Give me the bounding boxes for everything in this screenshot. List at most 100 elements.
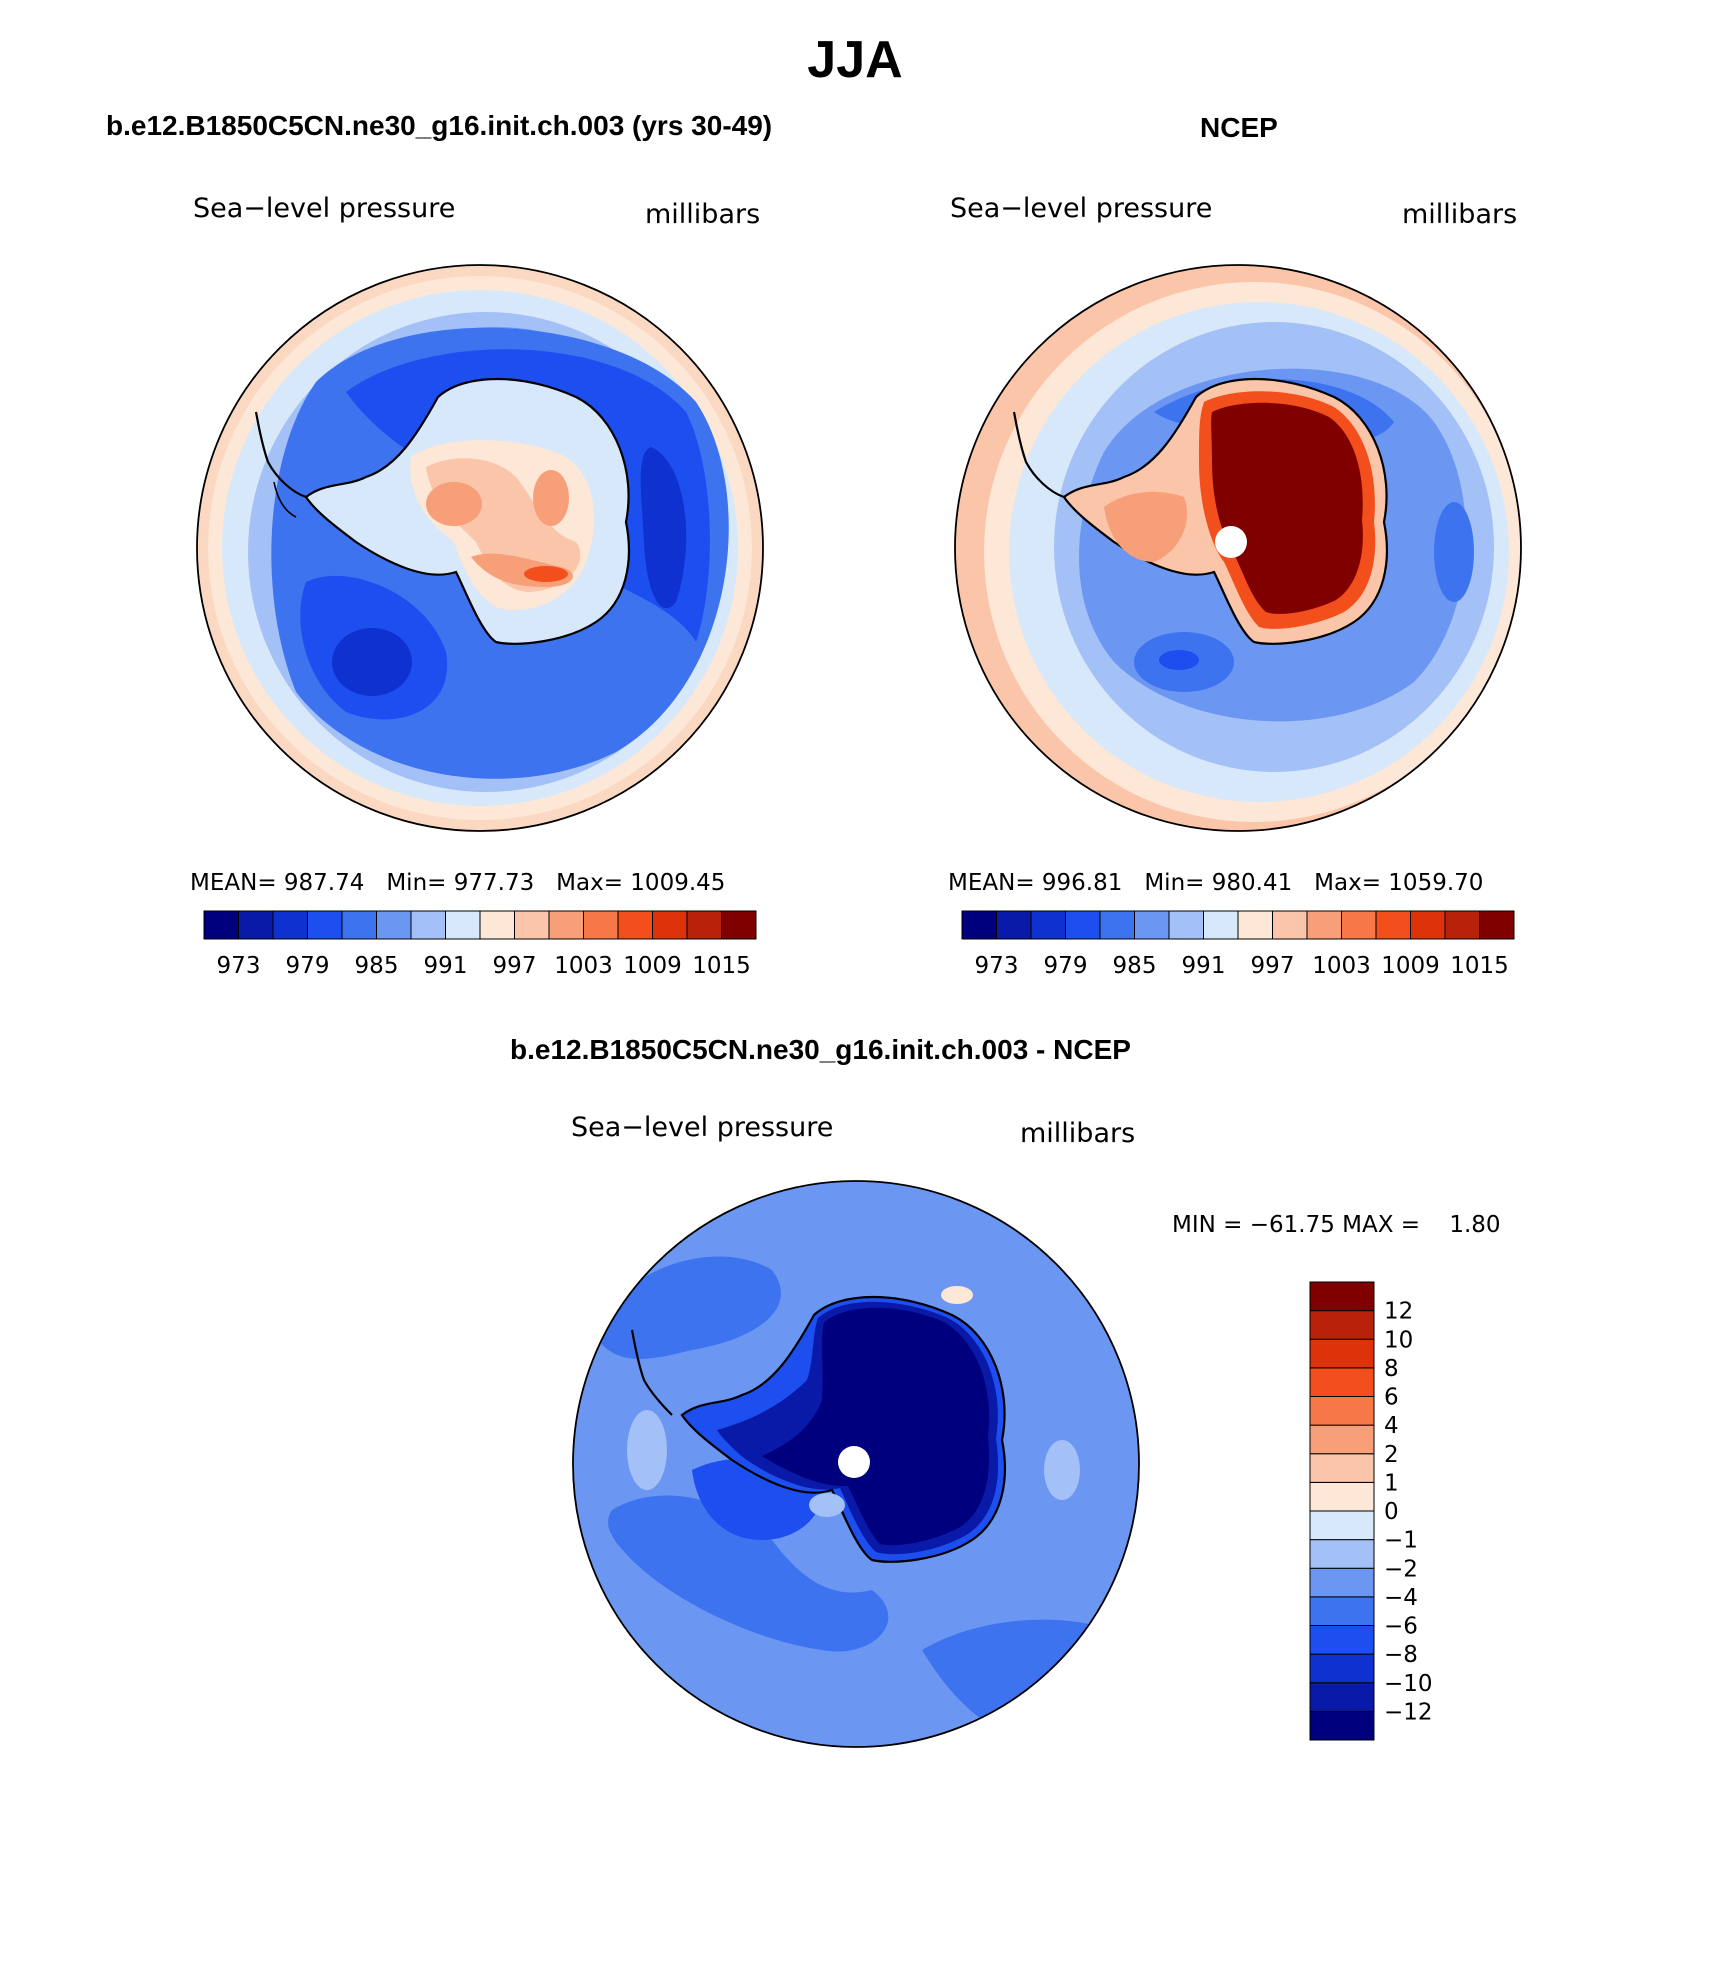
colorbar-swatch xyxy=(1203,910,1239,940)
colorbar-tick-label: 1 xyxy=(1384,1470,1399,1496)
colorbar-tick-label: −2 xyxy=(1384,1556,1418,1582)
colorbar-swatch xyxy=(1309,1453,1375,1483)
colorbar-tick-label: 4 xyxy=(1384,1413,1399,1439)
colorbar-tick-label: 2 xyxy=(1384,1442,1399,1468)
colorbar-swatch xyxy=(1065,910,1101,940)
panel3-variable: Sea−level pressure xyxy=(571,1112,834,1143)
colorbar-swatch xyxy=(203,910,239,940)
colorbar-swatch xyxy=(721,910,757,940)
colorbar-tick-label: 985 xyxy=(1113,953,1157,979)
colorbar-tick-label: 1009 xyxy=(623,953,682,979)
colorbar-swatch xyxy=(1272,910,1308,940)
colorbar-swatch xyxy=(1099,910,1135,940)
colorbar-tick-label: 997 xyxy=(1251,953,1295,979)
colorbar-tick-label: 1015 xyxy=(1450,953,1509,979)
colorbar-swatch xyxy=(307,910,343,940)
colorbar-swatch xyxy=(1309,1281,1375,1312)
colorbar-tick-label: −12 xyxy=(1384,1699,1433,1725)
colorbar-tick-label: 973 xyxy=(975,953,1019,979)
colorbar-swatch xyxy=(1309,1625,1375,1655)
colorbar-tick-label: 1003 xyxy=(554,953,613,979)
colorbar-swatch xyxy=(1309,1481,1375,1512)
colorbar-swatch xyxy=(1134,910,1170,940)
colorbar-swatch xyxy=(1309,1367,1375,1397)
panel2-colorbar: 973 979 985 991 997 1003 1009 1015 xyxy=(961,910,1515,979)
colorbar-tick-label: 991 xyxy=(1182,953,1226,979)
colorbar-swatch xyxy=(341,910,377,940)
colorbar-swatch xyxy=(996,910,1032,940)
colorbar-swatch xyxy=(617,910,653,940)
colorbar-swatch xyxy=(686,910,722,940)
panel3-title: b.e12.B1850C5CN.ne30_g16.init.ch.003 - N… xyxy=(510,1034,1131,1065)
colorbar-swatch xyxy=(410,910,446,940)
colorbar-swatch xyxy=(1237,910,1273,940)
colorbar-swatch xyxy=(1410,910,1446,940)
colorbar-swatch xyxy=(1309,1567,1375,1598)
panel2-units: millibars xyxy=(1402,199,1518,230)
colorbar-tick-label: 991 xyxy=(424,953,468,979)
colorbar-swatch xyxy=(1375,910,1411,940)
colorbar-tick-label: 985 xyxy=(355,953,399,979)
colorbar-tick-label: 997 xyxy=(493,953,537,979)
colorbar-tick-label: 0 xyxy=(1384,1499,1399,1525)
colorbar-tick-label: 1003 xyxy=(1312,953,1371,979)
colorbar-swatch xyxy=(1030,910,1066,940)
colorbar-tick-label: −8 xyxy=(1384,1642,1418,1668)
colorbar-tick-label: −4 xyxy=(1384,1585,1418,1611)
colorbar-tick-label: 10 xyxy=(1384,1327,1413,1353)
panel1-units: millibars xyxy=(645,199,761,230)
panel3-units: millibars xyxy=(1020,1118,1136,1149)
panel2-mean: 996.81 xyxy=(1041,870,1123,896)
colorbar-swatch xyxy=(1309,1539,1375,1569)
colorbar-swatch xyxy=(238,910,274,940)
panel1-map xyxy=(196,264,764,832)
panel1-max: 1009.45 xyxy=(630,870,726,896)
colorbar-swatch xyxy=(1309,1710,1375,1741)
colorbar-swatch xyxy=(583,910,619,940)
panel2-map xyxy=(954,264,1522,832)
colorbar-swatch xyxy=(1479,910,1515,940)
panel2-variable: Sea−level pressure xyxy=(950,193,1213,224)
figure-title: JJA xyxy=(807,31,903,89)
colorbar-swatch xyxy=(1341,910,1377,940)
colorbar-swatch xyxy=(1309,1682,1375,1712)
panel2-min: 980.41 xyxy=(1211,870,1293,896)
panel1-colorbar: 973 979 985 991 997 1003 1009 1015 xyxy=(203,910,757,979)
colorbar-tick-label: −6 xyxy=(1384,1614,1418,1640)
colorbar-swatch xyxy=(376,910,412,940)
panel2-title: NCEP xyxy=(1200,112,1278,143)
colorbar-tick-label: 973 xyxy=(217,953,261,979)
panel1-title: b.e12.B1850C5CN.ne30_g16.init.ch.003 (yr… xyxy=(106,110,773,141)
colorbar-swatch xyxy=(514,910,550,940)
colorbar-swatch xyxy=(1309,1510,1375,1541)
colorbar-tick-label: 12 xyxy=(1384,1299,1413,1325)
panel2-max: 1059.70 xyxy=(1388,870,1484,896)
colorbar-swatch xyxy=(1309,1310,1375,1340)
colorbar-swatch xyxy=(652,910,688,940)
colorbar-swatch xyxy=(1168,910,1204,940)
panel1-variable: Sea−level pressure xyxy=(193,193,456,224)
colorbar-tick-label: 1009 xyxy=(1381,953,1440,979)
colorbar-swatch xyxy=(1309,1653,1375,1684)
colorbar-tick-label: 1015 xyxy=(692,953,751,979)
colorbar-swatch xyxy=(1309,1424,1375,1455)
colorbar-swatch xyxy=(479,910,515,940)
colorbar-swatch xyxy=(1309,1396,1375,1426)
colorbar-swatch xyxy=(961,910,997,940)
colorbar-swatch xyxy=(1306,910,1342,940)
colorbar-swatch xyxy=(548,910,584,940)
panel3-minmax: MIN = −61.75 MAX = 1.80 xyxy=(1172,1212,1501,1238)
colorbar-tick-label: −1 xyxy=(1384,1528,1418,1554)
colorbar-swatch xyxy=(272,910,308,940)
panel3-map xyxy=(572,1180,1140,1748)
colorbar-swatch xyxy=(1309,1596,1375,1626)
colorbar-swatch xyxy=(445,910,481,940)
colorbar-tick-label: 6 xyxy=(1384,1385,1399,1411)
colorbar-swatch xyxy=(1309,1338,1375,1369)
colorbar-tick-label: 8 xyxy=(1384,1356,1399,1382)
colorbar-tick-label: 979 xyxy=(1044,953,1088,979)
panel2-stats: MEAN= 996.81 Min= 980.41 Max= 1059.70 xyxy=(948,870,1484,896)
panel1-mean: 987.74 xyxy=(283,870,365,896)
colorbar-tick-label: −10 xyxy=(1384,1671,1433,1697)
